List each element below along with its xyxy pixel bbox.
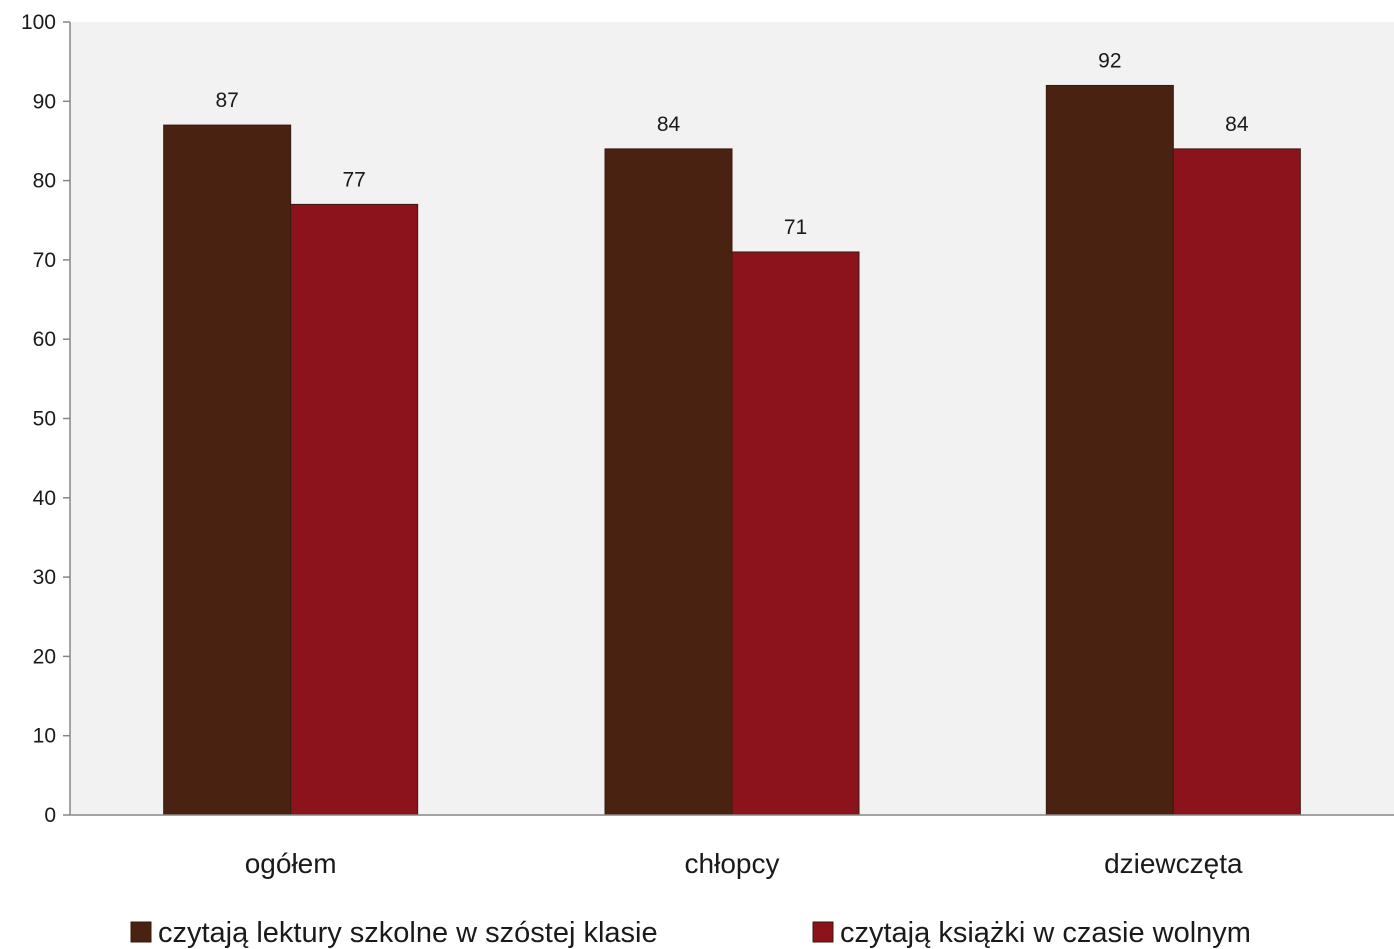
category-label: chłopcy (685, 848, 780, 879)
bar-2-2 (731, 251, 860, 816)
y-tick-label: 50 (33, 408, 56, 431)
legend: czytają lektury szkolne w szóstej klasie… (130, 917, 1251, 949)
category-labels-group: ogółem chłopcy dziewczęta (245, 848, 1243, 879)
y-tick-label: 20 (33, 645, 56, 668)
bar-1-3 (1045, 84, 1174, 816)
y-tick-label: 100 (21, 11, 56, 34)
bar-1-1 (163, 124, 292, 816)
category-label: dziewczęta (1104, 848, 1243, 879)
data-label-2-2: 71 (784, 216, 807, 239)
y-tick-label: 70 (33, 249, 56, 272)
legend-label-2: czytają książki w czasie wolnym (840, 917, 1251, 949)
data-label-1-3: 92 (1098, 49, 1121, 72)
bar-2-1 (290, 203, 419, 816)
y-tick-label: 10 (33, 725, 56, 748)
data-label-1-2: 84 (657, 113, 681, 136)
data-label-2-3: 84 (1225, 113, 1249, 136)
y-tick-label: 30 (33, 566, 56, 589)
legend-label-1: czytają lektury szkolne w szóstej klasie (158, 917, 658, 949)
bar-2-3 (1172, 148, 1301, 816)
data-label-1-1: 87 (215, 89, 238, 112)
y-axis-ticks: 0 10 20 30 40 50 60 70 80 90 100 (21, 11, 70, 827)
y-tick-label: 90 (33, 90, 56, 113)
data-labels-group: 87 77 84 71 92 84 (215, 49, 1248, 239)
bars-group (163, 84, 1301, 816)
y-tick-label: 0 (44, 804, 56, 827)
y-tick-label: 60 (33, 328, 56, 351)
legend-swatch-2 (812, 921, 834, 943)
y-tick-label: 40 (33, 487, 56, 510)
category-label: ogółem (245, 848, 337, 879)
legend-swatch-1 (130, 921, 152, 943)
bar-1-2 (604, 148, 733, 816)
y-tick-label: 80 (33, 170, 56, 193)
data-label-2-1: 77 (342, 168, 365, 191)
